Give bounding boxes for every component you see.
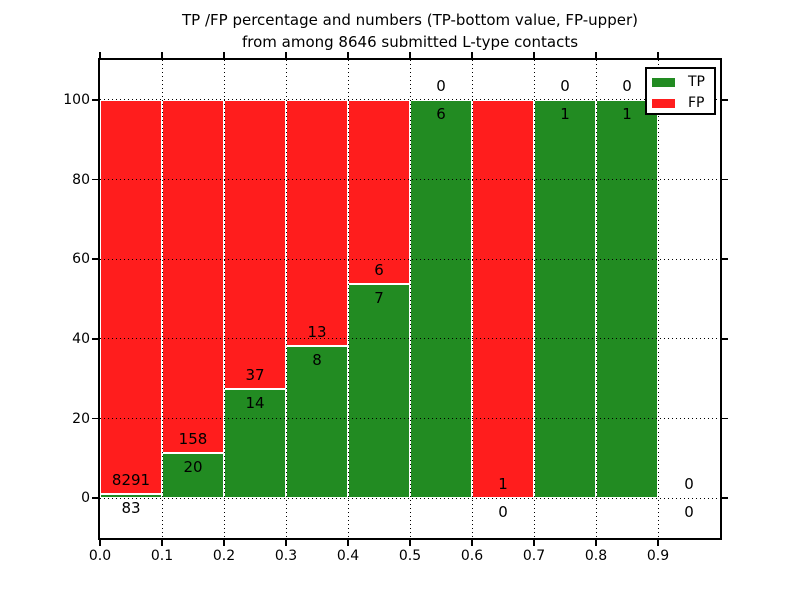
x-tick-mark	[533, 52, 535, 58]
x-tick-mark	[533, 540, 535, 546]
y-tick-mark	[722, 99, 728, 101]
fp-count-label: 13	[307, 323, 327, 342]
tp-count-label: 1	[560, 104, 570, 123]
tp-bar-segment	[286, 346, 348, 499]
tp-bar-segment	[348, 283, 410, 499]
y-tick-label: 0	[81, 490, 90, 507]
x-tick-mark	[409, 540, 411, 546]
y-tick-mark	[92, 497, 98, 499]
y-tick-label: 100	[63, 91, 90, 108]
y-tick-label: 40	[72, 330, 90, 347]
x-tick-mark	[657, 52, 659, 58]
fp-count-label: 0	[684, 475, 694, 494]
y-tick-mark	[92, 99, 98, 101]
chart-title-line1: TP /FP percentage and numbers (TP-bottom…	[182, 11, 638, 29]
fp-count-label: 0	[436, 76, 446, 95]
legend-swatch	[652, 78, 675, 87]
legend-swatch	[652, 99, 675, 108]
x-tick-mark	[285, 540, 287, 546]
tp-bar-segment	[410, 99, 472, 499]
tp-count-label: 8	[312, 351, 322, 370]
tp-count-label: 0	[498, 503, 508, 522]
fp-bar-segment	[286, 99, 348, 347]
tp-count-label: 14	[245, 393, 265, 412]
x-tick-mark	[347, 52, 349, 58]
x-tick-label: 0.0	[88, 548, 112, 564]
tp-bar-segment	[596, 99, 658, 499]
tp-count-label: 20	[183, 458, 203, 477]
tp-count-label: 7	[374, 288, 384, 307]
y-tick-mark	[92, 178, 98, 181]
legend: TP FP	[645, 67, 716, 115]
x-tick-label: 0.3	[274, 548, 298, 564]
legend-entry: FP	[652, 93, 714, 114]
x-tick-mark	[223, 540, 225, 546]
tp-bar-segment	[100, 494, 162, 499]
y-tick-mark	[722, 338, 728, 340]
x-tick-mark	[161, 540, 163, 546]
y-tick-mark	[722, 178, 728, 181]
tp-count-label: 1	[622, 104, 632, 123]
y-tick-mark	[92, 338, 98, 340]
x-tick-mark	[595, 52, 597, 58]
fp-count-label: 1	[498, 475, 508, 494]
legend-entry-label: FP	[688, 95, 705, 111]
fp-bar-segment	[162, 99, 224, 454]
chart-title-line2: from among 8646 submitted L-type contact…	[241, 33, 579, 51]
x-tick-mark	[99, 52, 101, 58]
tp-count-label: 0	[684, 503, 694, 522]
x-tick-mark	[285, 52, 287, 58]
tp-bar-segment	[162, 453, 224, 499]
x-tick-mark	[161, 52, 163, 58]
x-tick-label: 0.5	[398, 548, 422, 564]
fp-count-label: 8291	[111, 471, 151, 490]
x-tick-label: 0.9	[646, 548, 670, 564]
x-tick-label: 0.7	[522, 548, 546, 564]
x-tick-mark	[471, 52, 473, 58]
y-tick-mark	[722, 497, 728, 499]
fp-bar-segment	[100, 99, 162, 495]
x-tick-label: 0.1	[150, 548, 174, 564]
fp-count-label: 0	[622, 76, 632, 95]
x-tick-label: 0.8	[584, 548, 608, 564]
fp-count-label: 158	[178, 430, 208, 449]
x-tick-mark	[347, 540, 349, 546]
fp-bar-segment	[472, 99, 534, 499]
fp-count-label: 0	[560, 76, 570, 95]
legend-entry-label: TP	[688, 74, 705, 90]
plot-area: Percentage Predicted probability 8291831…	[63, 52, 728, 564]
tp-bar-segment	[224, 388, 286, 499]
x-tick-mark	[471, 540, 473, 546]
tp-count-label: 6	[436, 104, 446, 123]
x-tick-mark	[409, 52, 411, 58]
x-tick-label: 0.4	[336, 548, 360, 564]
fp-count-label: 6	[374, 260, 384, 279]
fp-bar-segment	[348, 99, 410, 284]
fp-count-label: 37	[245, 365, 265, 384]
y-tick-label: 80	[72, 171, 90, 188]
tp-bar-segment	[534, 99, 596, 499]
y-tick-label: 20	[72, 410, 90, 427]
x-tick-label: 0.2	[212, 548, 236, 564]
x-tick-mark	[595, 540, 597, 546]
y-tick-mark	[92, 258, 98, 260]
tp-count-label: 83	[121, 499, 141, 518]
fp-bar-segment	[224, 99, 286, 389]
y-tick-label: 60	[72, 251, 90, 268]
x-tick-mark	[657, 540, 659, 546]
y-tick-mark	[722, 258, 728, 260]
y-tick-mark	[92, 417, 98, 420]
y-tick-mark	[722, 417, 728, 420]
x-tick-mark	[99, 540, 101, 546]
x-tick-mark	[223, 52, 225, 58]
x-tick-label: 0.6	[460, 548, 484, 564]
legend-entry: TP	[652, 72, 714, 93]
